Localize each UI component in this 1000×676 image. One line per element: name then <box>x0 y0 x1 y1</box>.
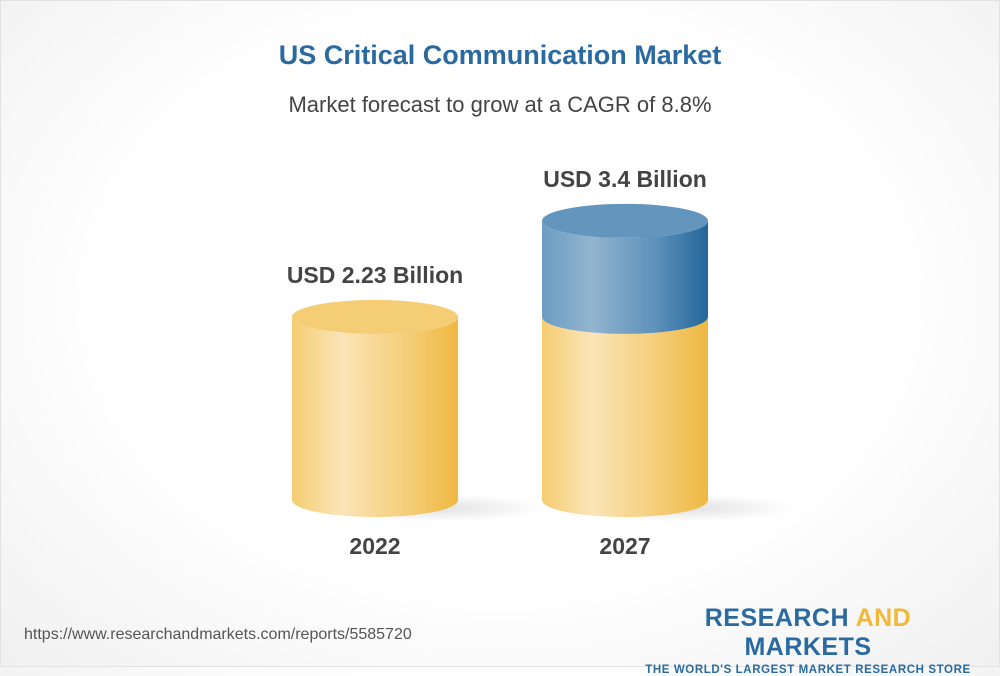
logo-text: RESEARCH <box>704 604 856 632</box>
logo-text: MARKETS <box>744 633 872 661</box>
bar-top-2027 <box>542 203 708 238</box>
logo-tagline: THE WORLD'S LARGEST MARKET RESEARCH STOR… <box>645 664 971 676</box>
bar-2022 <box>292 316 458 517</box>
bar-top-2022 <box>292 299 458 334</box>
category-label: 2027 <box>599 533 650 559</box>
chart-subtitle: Market forecast to grow at a CAGR of 8.8… <box>288 92 712 117</box>
logo-text-and: AND <box>855 604 912 632</box>
bar-growth-segment-2027 <box>542 220 708 334</box>
category-label: 2022 <box>349 533 400 559</box>
chart: USD 2.23 Billion 2022 USD 3.4 Billion 2027 <box>287 166 795 559</box>
chart-title: US Critical Communication Market <box>278 40 722 70</box>
report-url[interactable]: https://www.researchandmarkets.com/repor… <box>24 626 412 643</box>
bar-base-segment-2027 <box>542 316 708 517</box>
data-label: USD 3.4 Billion <box>543 166 707 192</box>
data-label: USD 2.23 Billion <box>287 262 463 288</box>
logo: RESEARCH AND MARKETS THE WORLD'S LARGEST… <box>640 604 976 676</box>
